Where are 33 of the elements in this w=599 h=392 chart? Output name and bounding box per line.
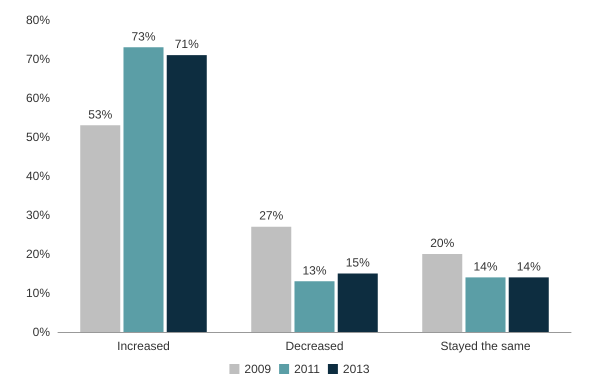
x-tick-label: Decreased [285,339,344,353]
y-tick-label: 10% [26,286,50,300]
data-label: 73% [131,29,156,44]
data-label: 13% [302,263,327,278]
y-tick-label: 0% [32,325,50,339]
x-tick-label: Increased [117,339,170,353]
y-tick-label: 60% [26,91,50,105]
bar [422,254,462,332]
bar [294,281,335,332]
y-tick-label: 30% [26,208,50,222]
y-tick-label: 70% [26,52,50,66]
data-label: 15% [346,256,370,270]
bar [338,274,378,332]
bar [251,226,292,332]
legend-label: 2009 [244,362,272,376]
bar [465,277,506,332]
y-tick-label: 50% [26,130,50,144]
legend-label: 2011 [294,362,320,376]
y-tick-label: 80% [26,13,50,27]
data-label: 27% [259,208,284,223]
data-label: 14% [516,259,542,274]
x-tick-label: Stayed the same [440,339,531,353]
data-label: 71% [174,37,200,52]
data-label: 14% [473,259,498,274]
y-tick-label: 20% [26,247,50,261]
y-tick-label: 40% [26,169,50,183]
bar [123,47,164,332]
bar [166,55,207,332]
legend-label: 2013 [342,362,370,376]
bar [508,277,549,332]
data-label: 20% [430,236,455,250]
bar [80,125,120,332]
data-label: 53% [88,107,113,122]
